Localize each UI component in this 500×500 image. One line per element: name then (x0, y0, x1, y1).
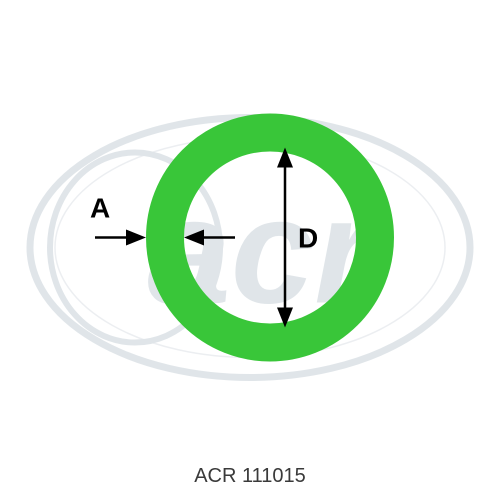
a-arrow-outer (126, 230, 146, 246)
a-arrow-inner (184, 230, 204, 246)
oring-diagram: D A (60, 88, 440, 393)
caption-text: ACR 111015 (194, 465, 306, 487)
a-label: A (90, 193, 110, 224)
d-label: D (298, 223, 318, 254)
part-caption: ACR 111015 (0, 465, 500, 488)
